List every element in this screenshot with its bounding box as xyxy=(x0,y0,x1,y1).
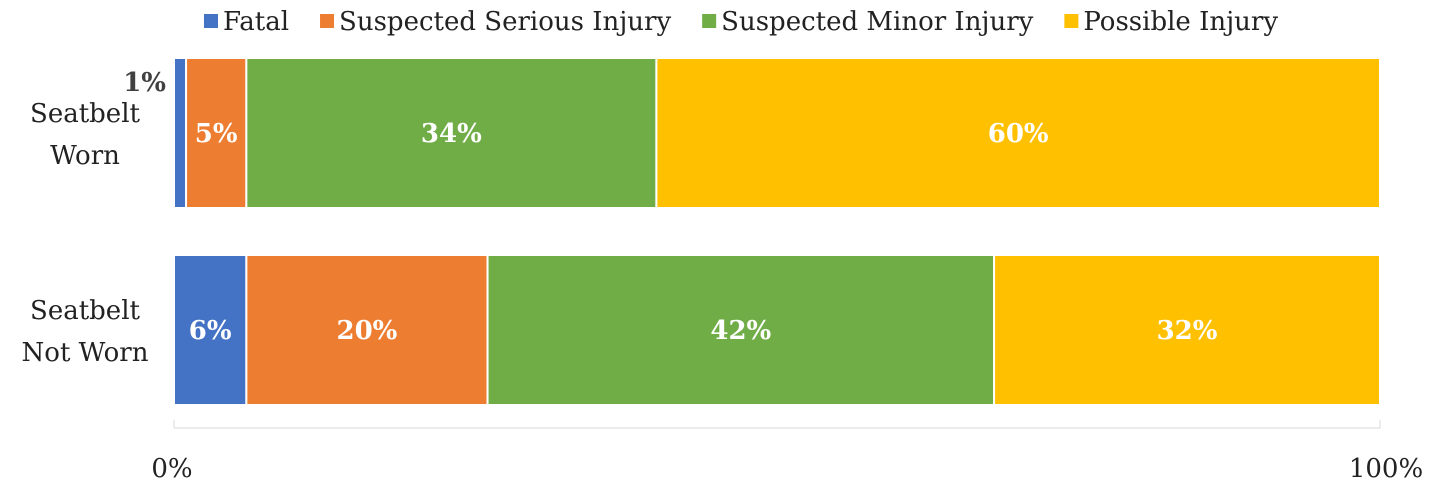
legend-swatch xyxy=(702,14,717,28)
data-label: 5% xyxy=(195,119,238,149)
y-tick-label: Seatbelt Not Worn xyxy=(21,296,149,368)
data-label: 34% xyxy=(421,119,482,149)
legend-label: Possible Injury xyxy=(1083,7,1278,37)
y-tick-label: Seatbelt Worn xyxy=(30,99,140,171)
bar-segment xyxy=(655,57,1381,209)
legend-swatch xyxy=(203,14,218,28)
x-tick-label: 0% xyxy=(151,454,192,484)
x-tick-label: 100% xyxy=(1349,454,1423,484)
bar-segment xyxy=(245,254,489,406)
data-label: 32% xyxy=(1157,316,1218,346)
legend-label: Fatal xyxy=(223,7,289,37)
data-label: 6% xyxy=(189,316,232,346)
bar-segment xyxy=(185,57,248,209)
bar-segment xyxy=(173,57,188,209)
legend-swatch xyxy=(1064,14,1079,28)
bar-segment xyxy=(486,254,996,406)
data-label: 20% xyxy=(337,316,398,346)
data-label: 60% xyxy=(988,119,1049,149)
legend-swatch xyxy=(320,14,335,28)
data-label: 42% xyxy=(710,316,771,346)
bar-segment xyxy=(993,254,1382,406)
bar-segment xyxy=(173,254,248,406)
legend-label: Suspected Minor Injury xyxy=(721,7,1034,37)
legend-label: Suspected Serious Injury xyxy=(339,7,671,37)
data-label: 1% xyxy=(123,68,166,98)
